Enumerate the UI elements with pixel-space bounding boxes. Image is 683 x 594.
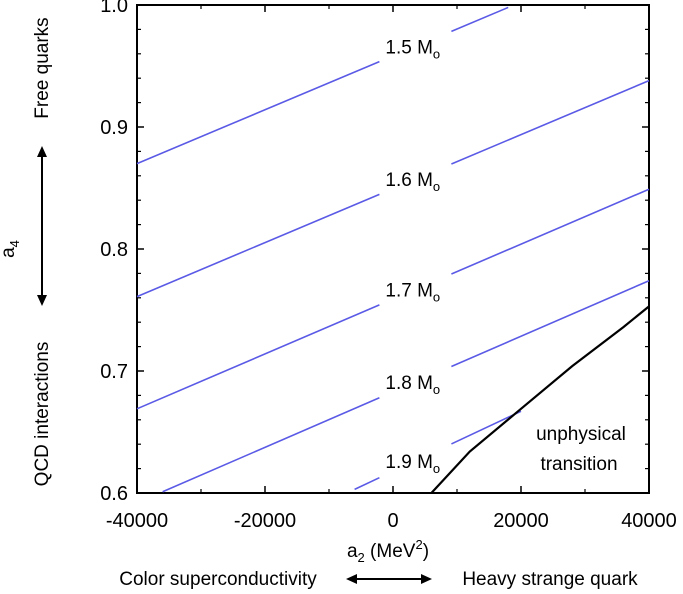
- x-axis-unit-post: ): [423, 541, 429, 562]
- unphysical-label: unphysical: [536, 424, 626, 445]
- axis-ticks: [136, 4, 650, 494]
- color-superconductivity-label: Color superconductivity: [119, 569, 317, 590]
- contour-labels: 1.5 Mo1.6 Mo1.7 Mo1.8 Mo1.9 Mo: [385, 37, 440, 475]
- contour-label: 1.9 Mo: [385, 452, 440, 476]
- x-axis-unit-pre: (MeV: [365, 541, 416, 562]
- contour-label-sub: o: [433, 289, 440, 304]
- qcd-interactions-label: QCD interactions: [32, 342, 53, 487]
- contour-label: 1.7 Mo: [385, 280, 440, 304]
- x-axis-unit-sup: 2: [415, 537, 422, 552]
- contour-line-segment: [162, 396, 380, 493]
- contour-line-segment: [451, 6, 509, 33]
- heavy-strange-quark-label: Heavy strange quark: [462, 569, 638, 590]
- y-tick-label: 0.9: [100, 117, 128, 139]
- x-tick-label: 20000: [493, 510, 549, 532]
- y-axis-title: a4: [0, 240, 22, 258]
- contour-lines: [136, 6, 650, 493]
- y-tick-label: 0.7: [100, 361, 128, 383]
- y-tick-label: 0.6: [100, 483, 128, 505]
- contour-label-value: 1.9 M: [385, 452, 433, 473]
- contour-line-segment: [354, 476, 380, 491]
- x-tick-label: 0: [387, 510, 398, 532]
- free-quarks-label: Free quarks: [32, 17, 53, 118]
- y-axis-sub: 4: [7, 240, 22, 247]
- contour-line-segment: [451, 279, 650, 368]
- x-axis-sub: 2: [358, 550, 365, 565]
- contour-label: 1.8 Mo: [385, 373, 440, 397]
- axis-tick-labels: -40000 -20000 0 20000 40000 0.6 0.7 0.8 0.9 1.0: [100, 0, 677, 532]
- contour-line-segment: [451, 188, 650, 275]
- plot-frame: [136, 4, 650, 494]
- bottom-double-arrow-icon: [346, 574, 432, 584]
- contour-label: 1.5 Mo: [385, 37, 440, 61]
- contour-line-segment: [451, 79, 650, 165]
- y-tick-label: 0.8: [100, 239, 128, 261]
- contour-label-value: 1.5 M: [385, 37, 433, 58]
- left-double-arrow-icon: [37, 146, 47, 306]
- contour-line-segment: [136, 304, 380, 410]
- x-axis-title: a2 (MeV2): [347, 537, 429, 565]
- x-tick-label: -20000: [234, 510, 296, 532]
- y-tick-label: 1.0: [100, 0, 128, 17]
- unphysical-transition-line: [430, 305, 650, 494]
- contour-label: 1.6 Mo: [385, 170, 440, 194]
- contour-label-sub: o: [433, 382, 440, 397]
- x-tick-label: 40000: [621, 510, 677, 532]
- contour-line-segment: [451, 410, 522, 445]
- contour-label-value: 1.7 M: [385, 280, 433, 301]
- contour-label-sub: o: [433, 46, 440, 61]
- contour-line-segment: [136, 60, 380, 165]
- transition-label: transition: [540, 454, 617, 475]
- contour-line-segment: [136, 193, 380, 298]
- x-tick-label: -40000: [106, 510, 168, 532]
- x-axis-main: a: [347, 541, 358, 562]
- contour-label-value: 1.8 M: [385, 373, 433, 394]
- contour-label-sub: o: [433, 461, 440, 476]
- contour-label-sub: o: [433, 179, 440, 194]
- y-axis-main: a: [0, 247, 19, 258]
- contour-label-value: 1.6 M: [385, 170, 433, 191]
